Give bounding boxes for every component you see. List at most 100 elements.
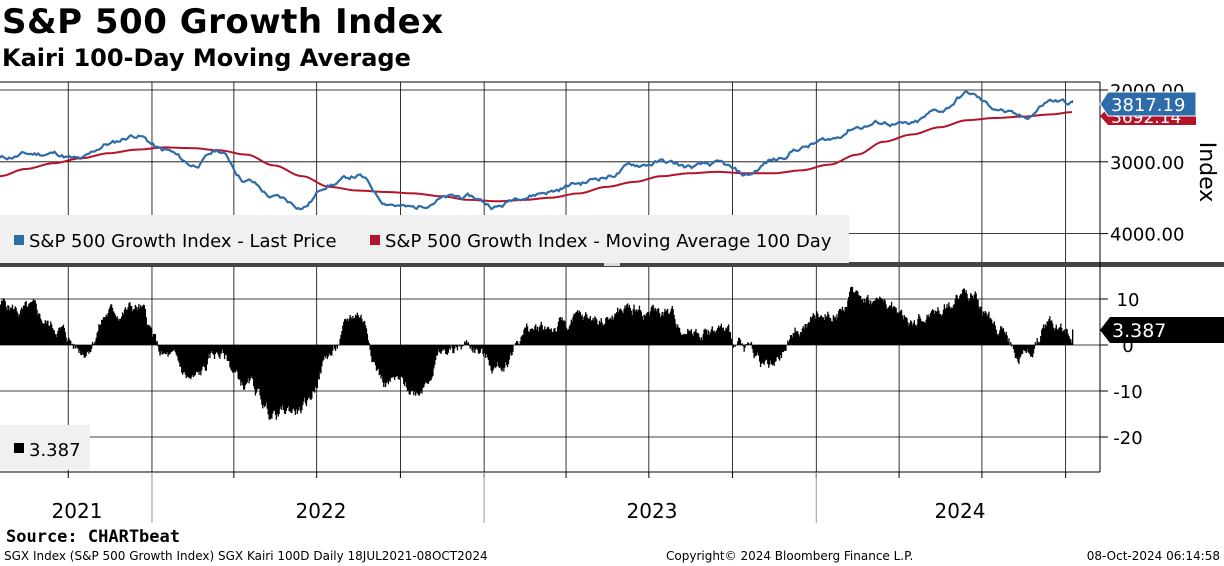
kairi-bar [28, 303, 30, 345]
kairi-bar [726, 328, 728, 345]
kairi-bar [183, 345, 186, 372]
kairi-bar [172, 345, 174, 352]
kairi-bar [946, 304, 948, 345]
kairi-bar [184, 345, 187, 375]
kairi-bar [430, 345, 432, 381]
kairi-bar [143, 305, 146, 345]
kairi-bar [6, 310, 8, 345]
kairi-bar [505, 345, 507, 362]
kairi-bar [328, 345, 330, 354]
kairi-bar [857, 291, 859, 345]
kairi-bar [1042, 328, 1044, 345]
kairi-bar [142, 304, 145, 345]
price-legend-label: S&P 500 Growth Index - Last Price [29, 231, 337, 252]
kairi-bar [652, 304, 654, 345]
kairi-bar [11, 304, 14, 345]
kairi-bar [383, 345, 385, 387]
kairi-bar [755, 345, 757, 356]
kairi-bar [1013, 345, 1016, 353]
kairi-bar [784, 345, 786, 352]
kairi-bar [46, 320, 48, 345]
kairi-bar [892, 306, 895, 345]
kairi-bar [680, 334, 683, 345]
kairi-bar [650, 307, 653, 345]
kairi-bar [558, 317, 561, 345]
kairi-bar [706, 329, 708, 345]
kairi-bar [186, 345, 188, 377]
kairi-bar [762, 345, 764, 364]
kairi-bar [543, 329, 545, 345]
kairi-bar [709, 332, 712, 345]
kairi-bar [465, 340, 468, 345]
kairi-bar [1029, 345, 1031, 355]
kairi-bar [133, 309, 136, 345]
kairi-bar [289, 345, 291, 411]
kairi-bar [988, 311, 990, 345]
kairi-bar [540, 321, 542, 345]
kairi-bar [838, 310, 840, 345]
kairi-bar [573, 313, 575, 345]
kairi-bar [91, 345, 93, 349]
kairi-bar [327, 345, 329, 357]
kairi-bar [615, 313, 617, 345]
kairi-bar [561, 317, 563, 345]
kairi-bar [1034, 342, 1037, 345]
kairi-bar [752, 345, 754, 353]
kairi-bar [718, 325, 720, 345]
kairi-bar [226, 345, 228, 361]
kairi-bar [361, 318, 363, 345]
kairi-bar [836, 314, 838, 345]
kairi-bar [891, 308, 894, 345]
kairi-bar [412, 345, 414, 391]
kairi-bar [268, 345, 270, 420]
kairi-bar [590, 320, 592, 345]
kairi-bar [462, 345, 464, 346]
kairi-bar [817, 313, 819, 345]
kairi-bar [214, 345, 217, 354]
kairi-bar [1047, 321, 1049, 345]
kairi-bar [779, 345, 782, 355]
kairi-bar [425, 345, 428, 383]
kairi-bar [607, 319, 610, 345]
kairi-bar [636, 309, 638, 345]
kairi-bar [192, 345, 195, 377]
kairi-bar [690, 329, 693, 345]
kairi-bar [465, 342, 467, 345]
kairi-bar [1014, 345, 1017, 359]
kairi-bar [160, 345, 162, 355]
kairi-bar [556, 331, 558, 345]
kairi-bar [224, 345, 227, 356]
kairi-bar [20, 310, 22, 345]
kairi-bar [819, 317, 821, 345]
kairi-bar [954, 299, 956, 345]
kairi-bar [408, 345, 410, 395]
kairi-bar [246, 345, 248, 383]
kairi-bar [910, 320, 912, 345]
kairi-bar [893, 306, 895, 345]
kairi-bar [683, 334, 685, 345]
kairi-bar [258, 345, 260, 389]
kairi-bar [539, 325, 541, 345]
kairi-bar [884, 300, 886, 345]
kairi-bar [692, 336, 694, 345]
kairi-tick-label: -20 [1113, 428, 1142, 449]
kairi-bar [748, 342, 750, 345]
kairi-bar [502, 345, 504, 369]
kairi-bar [638, 305, 641, 345]
kairi-bar [799, 332, 802, 345]
kairi-bar [454, 345, 456, 349]
kairi-bar [757, 345, 759, 353]
kairi-bar [497, 345, 500, 367]
kairi-bar [380, 345, 382, 379]
kairi-bar [712, 331, 714, 345]
kairi-bar [878, 299, 880, 345]
kairi-bar [944, 309, 946, 345]
kairi-bar [95, 337, 97, 345]
kairi-bar [1064, 332, 1067, 345]
kairi-bar [530, 328, 532, 345]
kairi-bar [599, 322, 602, 345]
kairi-bar [1020, 345, 1022, 357]
kairi-bar [52, 329, 55, 345]
kairi-legend-swatch [14, 443, 24, 453]
kairi-bar [828, 314, 830, 345]
